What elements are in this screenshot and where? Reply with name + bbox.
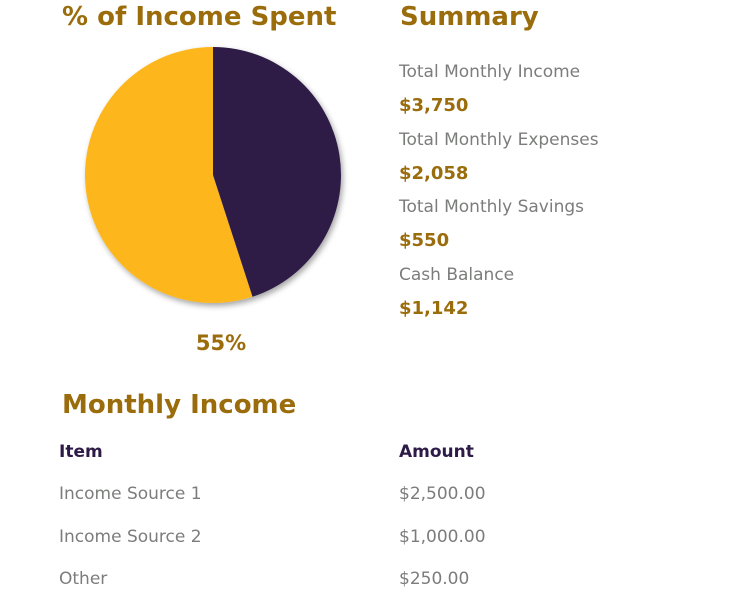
- data-label: 55%: [196, 331, 246, 355]
- table-header: Item: [59, 442, 103, 462]
- table-cell: $1,000.00: [399, 526, 486, 547]
- table-title: Monthly Income: [62, 390, 297, 420]
- table-cell: Income Source 1: [59, 484, 202, 504]
- summary-label: Cash Balance: [399, 265, 515, 286]
- summary-title: Summary: [400, 2, 539, 32]
- chart-title: % of Income Spent: [62, 2, 337, 32]
- table-cell: Other: [59, 569, 108, 589]
- summary-label: Total Monthly Expenses: [399, 129, 599, 150]
- pie-chart: 55%: [84, 47, 341, 355]
- summary-value: $550: [399, 230, 450, 252]
- summary-value: $3,750: [399, 95, 469, 116]
- summary-value: $1,142: [399, 298, 469, 320]
- table-cell: Income Source 2: [59, 526, 202, 547]
- summary-label: Total Monthly Savings: [399, 197, 584, 218]
- table-header: Amount: [399, 442, 474, 462]
- summary-label: Total Monthly Income: [399, 62, 581, 82]
- table-cell: $250.00: [399, 569, 470, 589]
- pie: [84, 47, 341, 303]
- pie-slice: [84, 47, 253, 303]
- table-cell: $2,500.00: [399, 484, 486, 504]
- summary-value: $2,058: [399, 162, 469, 184]
- pie-slice: [213, 47, 341, 297]
